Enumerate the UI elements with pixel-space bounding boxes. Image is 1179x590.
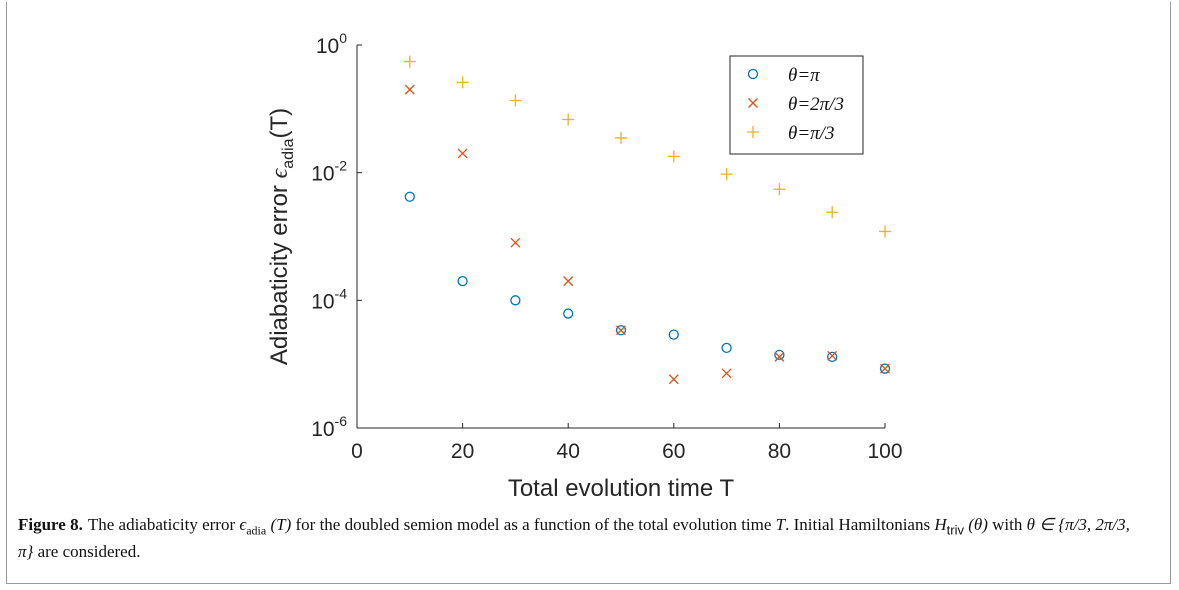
x-tick-label: 0 — [351, 440, 363, 463]
caption-H-sub: triv — [946, 522, 964, 538]
x-tick-label: 80 — [768, 440, 791, 463]
x-tick-label: 100 — [867, 440, 902, 463]
caption-T: T — [775, 515, 786, 534]
legend-label: θ=π — [788, 65, 820, 86]
caption-text-3: . Initial Hamiltonians — [785, 515, 935, 534]
data-point-series-1 — [404, 84, 415, 95]
legend-marker — [747, 68, 759, 80]
y-tick-label: 10-2 — [311, 158, 347, 186]
caption-epsilon: ϵ — [239, 515, 247, 534]
caption-label: Figure 8. — [18, 515, 83, 534]
y-tick-label: 10-6 — [311, 413, 347, 441]
caption-text-4: with — [987, 515, 1027, 534]
data-point-series-1 — [510, 237, 521, 248]
data-point-series-2 — [456, 76, 469, 89]
legend-marker — [747, 126, 759, 138]
data-point-series-0 — [721, 342, 732, 354]
data-point-series-2 — [879, 225, 891, 238]
legend-marker — [748, 98, 758, 108]
figure-frame — [6, 2, 1171, 584]
data-point-series-2 — [403, 55, 416, 68]
legend-box — [729, 55, 864, 155]
data-point-series-2 — [615, 131, 627, 144]
data-point-series-2 — [773, 183, 786, 196]
data-point-series-0 — [668, 329, 679, 340]
data-point-series-0 — [879, 363, 891, 374]
y-tick-label: 100 — [316, 30, 347, 58]
x-axis-label: Total evolution time T — [508, 475, 735, 502]
caption-theta-set: θ ∈ {π/3, 2π/3, π} — [18, 515, 1130, 562]
data-point-series-1 — [880, 363, 890, 374]
x-tick-label: 40 — [557, 440, 580, 463]
figure-caption: Figure 8. The adiabaticity error ϵadia (T… — [18, 514, 1148, 563]
x-tick-label: 20 — [451, 440, 474, 463]
x-tick-label: 60 — [662, 440, 685, 463]
caption-text-2: for the doubled semion model as a functi… — [291, 515, 776, 534]
data-point-series-0 — [563, 308, 574, 319]
data-point-series-0 — [615, 325, 627, 336]
data-point-series-2 — [826, 206, 839, 219]
y-tick-label: 10-4 — [311, 285, 347, 313]
data-point-series-1 — [827, 350, 838, 361]
caption-text-1: The adiabaticity error — [87, 515, 240, 534]
caption-epsilon-arg: (T) — [266, 515, 292, 534]
data-point-series-0 — [457, 275, 468, 287]
data-point-series-2 — [720, 168, 733, 181]
data-point-series-1 — [721, 368, 732, 379]
caption-H: H — [934, 515, 947, 534]
data-point-series-1 — [668, 374, 679, 385]
caption-text-5: are considered. — [33, 542, 141, 562]
data-point-series-2 — [562, 113, 575, 126]
data-point-series-1 — [563, 276, 574, 287]
caption-H-arg: (θ) — [963, 515, 988, 534]
data-point-series-0 — [510, 295, 521, 306]
data-point-series-1 — [774, 351, 785, 362]
data-point-series-2 — [509, 94, 522, 107]
caption-epsilon-sub: adia — [246, 523, 267, 538]
data-point-series-0 — [404, 191, 415, 202]
chart: 0 20 40 60 80 100 10-6 10-4 10-2 100 Total evoluti… — [266, 30, 903, 502]
legend-label: θ=π/3 — [788, 123, 834, 144]
legend-label: θ=2π/3 — [788, 94, 844, 115]
data-point-series-0 — [827, 351, 838, 363]
data-point-series-0 — [774, 349, 785, 360]
data-point-series-1 — [457, 148, 468, 159]
data-point-series-2 — [667, 150, 680, 163]
y-axis-label: Adiabaticity error ϵadia(T) — [266, 108, 297, 365]
data-point-series-1 — [616, 325, 626, 336]
